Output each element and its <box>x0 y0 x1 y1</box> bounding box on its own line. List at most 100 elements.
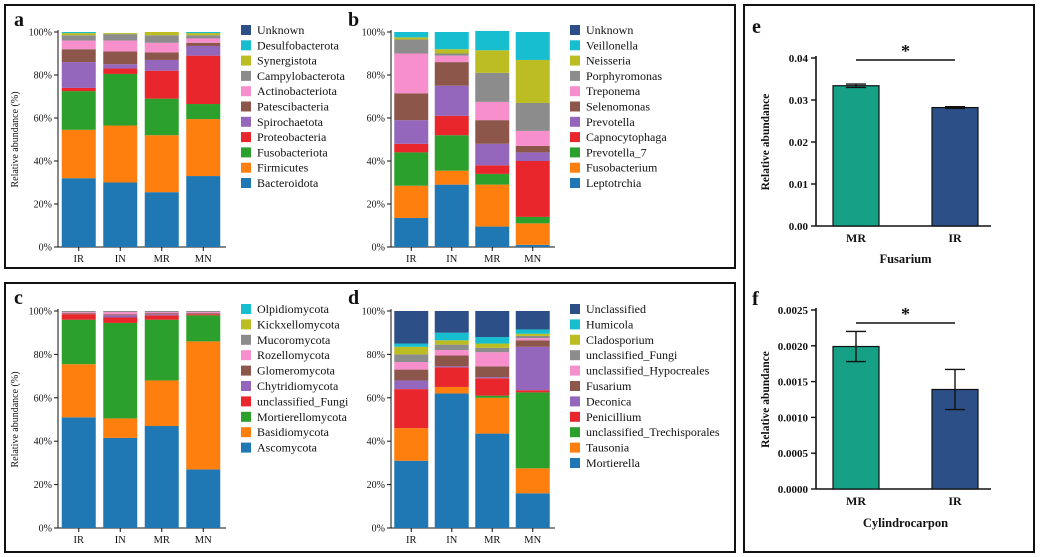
legend-label-b: Fusobacterium <box>586 161 658 175</box>
bar-segment-d-MR-9 <box>475 337 510 344</box>
y-tick-label-e: 0.01 <box>789 179 808 191</box>
significance-star-e: * <box>901 41 910 61</box>
x-tick-label-f: IR <box>948 494 962 508</box>
bar-segment-c-IN-4 <box>103 315 138 318</box>
legend-swatch-a <box>241 178 251 188</box>
bar-segment-a-IN-2 <box>103 73 138 126</box>
bar-segment-c-MN-3 <box>186 314 221 316</box>
bar-segment-a-MR-3 <box>144 70 179 99</box>
legend-label-b: Treponema <box>586 84 641 98</box>
legend-label-a: Unknown <box>257 23 304 37</box>
bar-segment-c-MR-3 <box>144 315 179 320</box>
y-tick-label-a: 100% <box>29 28 52 39</box>
significance-star-f: * <box>901 304 910 324</box>
legend-label-a: Bacteroidota <box>257 176 319 190</box>
legend-label-a: Actinobacteriota <box>257 84 338 98</box>
y-tick-label-c: 60% <box>34 393 52 404</box>
bar-segment-d-IN-8 <box>434 340 469 345</box>
bar-segment-b-IR-9 <box>394 32 429 38</box>
bar-segment-c-MN-5 <box>186 313 221 315</box>
bar-segment-a-MR-0 <box>144 192 179 247</box>
legend-swatch-b <box>570 116 580 127</box>
legend-label-d: unclassified_Hypocreales <box>586 364 710 378</box>
legend-label-c: Glomeromycota <box>257 364 336 378</box>
bar-segment-c-IN-2 <box>103 322 138 419</box>
legend-swatch-d <box>570 319 580 330</box>
y-tick-label-d: 0% <box>372 524 385 535</box>
y-tick-label-b: 100% <box>362 28 385 39</box>
x-tick-label-a: IR <box>74 254 85 265</box>
bar-segment-b-IR-7 <box>394 39 429 54</box>
y-tick-label-b: 40% <box>367 157 385 168</box>
legend-label-a: Synergistota <box>257 54 317 68</box>
bar-segment-a-IN-3 <box>103 68 138 74</box>
y-tick-label-d: 60% <box>367 393 385 404</box>
bar-segment-b-MR-2 <box>475 173 510 185</box>
bar-segment-b-MN-6 <box>515 130 550 146</box>
bar-segment-b-MN-8 <box>515 59 550 103</box>
legend-swatch-c <box>241 304 251 314</box>
y-tick-label-f: 0.0010 <box>778 412 809 424</box>
bar-segment-a-IN-1 <box>103 125 138 183</box>
x-tick-label-c: IR <box>74 535 85 546</box>
x-tick-label-e: IR <box>948 231 962 245</box>
x-tick-label-d: MN <box>524 535 541 546</box>
legend-swatch-d <box>570 365 580 376</box>
legend-swatch-c <box>241 350 251 361</box>
bar-segment-a-IR-1 <box>61 129 96 179</box>
x-tick-label-c: MR <box>154 535 170 546</box>
bar-segment-b-MN-5 <box>515 145 550 153</box>
legend-swatch-a <box>241 70 251 81</box>
legend-label-b: Neisseria <box>586 54 631 68</box>
y-axis-label-f: Relative abundance <box>760 351 772 448</box>
legend-swatch-b <box>570 101 580 112</box>
legend-label-c: Basidiomycota <box>257 425 330 439</box>
legend-swatch-b <box>570 55 580 66</box>
bar-segment-b-MR-4 <box>475 143 510 166</box>
x-tick-label-a: MN <box>195 254 212 265</box>
bar-segment-a-MN-4 <box>186 45 221 56</box>
bar-segment-b-IR-2 <box>394 152 429 186</box>
legend-swatch-b <box>570 40 580 51</box>
bar-segment-b-IN-8 <box>434 49 469 54</box>
bar-segment-c-IR-7 <box>61 311 96 313</box>
legend-label-c: Rozellomycota <box>257 348 330 362</box>
bar-segment-d-IN-3 <box>434 367 469 387</box>
bar-segment-b-MN-0 <box>515 244 550 247</box>
legend-label-a: Proteobacteria <box>257 130 327 144</box>
y-tick-label-c: 20% <box>34 480 52 491</box>
legend-label-b: Capnocytophaga <box>586 130 667 144</box>
x-axis-label-f: Cylindrocarpon <box>863 516 948 530</box>
legend-swatch-d <box>570 304 580 314</box>
bar-e-IR <box>931 106 979 227</box>
legend-swatch-a <box>241 101 251 112</box>
legend-swatch-c <box>241 365 251 376</box>
bar-segment-c-MR-1 <box>144 380 179 427</box>
bar-segment-b-MR-0 <box>475 226 510 247</box>
bar-segment-b-IR-0 <box>394 217 429 247</box>
y-tick-label-a: 20% <box>34 200 52 211</box>
bar-segment-b-MR-9 <box>475 30 510 51</box>
y-tick-label-e: 0.00 <box>789 221 809 233</box>
bar-segment-a-MR-5 <box>144 52 179 60</box>
bar-segment-c-MN-0 <box>186 469 221 528</box>
legend-label-b: Veillonella <box>586 38 639 52</box>
legend-label-c: Olpidiomycota <box>257 302 330 316</box>
y-tick-label-d: 80% <box>367 350 385 361</box>
bar-segment-c-MR-4 <box>144 314 179 316</box>
bar-segment-a-IR-2 <box>61 91 96 130</box>
bar-segment-b-IN-4 <box>434 85 469 116</box>
y-tick-label-c: 100% <box>29 307 52 318</box>
bar-segment-a-MN-6 <box>186 38 221 43</box>
bar-segment-d-IR-3 <box>394 389 429 429</box>
bar-segment-b-IN-2 <box>434 135 469 171</box>
legend-swatch-a <box>241 162 251 173</box>
legend-swatch-c <box>241 334 251 345</box>
bar-segment-d-MR-7 <box>475 347 510 353</box>
x-tick-label-c: IN <box>115 535 126 546</box>
legend-swatch-b <box>570 70 580 81</box>
bar-segment-c-IR-6 <box>61 312 96 314</box>
bar-segment-c-MR-0 <box>144 426 179 528</box>
bar-segment-d-MN-0 <box>515 493 550 528</box>
y-tick-label-b: 20% <box>367 200 385 211</box>
